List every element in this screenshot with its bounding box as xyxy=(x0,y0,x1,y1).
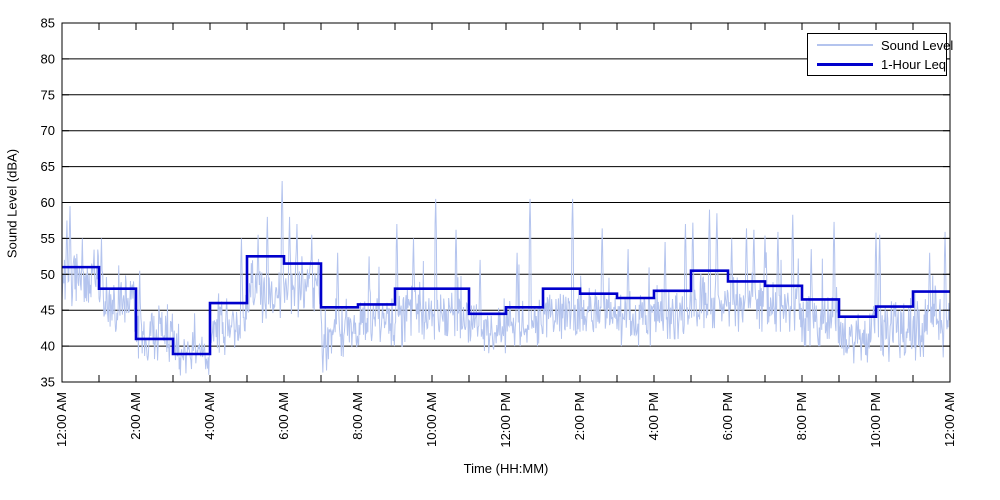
leq-line-swatch xyxy=(817,62,873,66)
x-tick-label: 12:00 AM xyxy=(942,392,957,447)
x-tick-label: 4:00 AM xyxy=(202,392,217,440)
x-tick-label: 8:00 AM xyxy=(350,392,365,440)
x-tick-label: 12:00 AM xyxy=(54,392,69,447)
x-tick-label: 10:00 AM xyxy=(424,392,439,447)
y-tick-label: 85 xyxy=(41,16,55,31)
x-tick-label: 8:00 PM xyxy=(794,392,809,440)
legend-label-sound-level: Sound Level xyxy=(881,37,954,53)
legend-entry-leq: 1-Hour Leq xyxy=(808,57,946,72)
y-tick-label: 45 xyxy=(41,303,55,318)
y-axis-label: Sound Level (dBA) xyxy=(4,148,20,259)
x-axis-label: Time (HH:MM) xyxy=(463,461,549,476)
y-tick-label: 70 xyxy=(41,123,55,138)
x-tick-label: 6:00 AM xyxy=(276,392,291,440)
y-tick-label: 40 xyxy=(41,339,55,354)
y-tick-label: 75 xyxy=(41,87,55,102)
x-tick-label: 2:00 AM xyxy=(128,392,143,440)
x-tick-label: 4:00 PM xyxy=(646,392,661,440)
y-tick-label: 80 xyxy=(41,51,55,66)
y-tick-label: 60 xyxy=(41,195,55,210)
leq-step-line xyxy=(62,255,950,356)
y-tick-label: 65 xyxy=(41,159,55,174)
legend-box: Sound Level 1-Hour Leq xyxy=(807,33,953,76)
x-tick-label: 2:00 PM xyxy=(572,392,587,440)
y-tick-label: 35 xyxy=(41,375,55,390)
x-tick-label: 12:00 PM xyxy=(498,392,513,448)
y-tick-label: 55 xyxy=(41,231,55,246)
y-tick-label: 50 xyxy=(41,267,55,282)
legend-entry-sound-level: Sound Level xyxy=(808,38,953,53)
sound-level-line-swatch xyxy=(817,44,873,46)
x-tick-label: 6:00 PM xyxy=(720,392,735,440)
legend-label-leq: 1-Hour Leq xyxy=(881,56,947,72)
x-tick-label: 10:00 PM xyxy=(868,392,883,448)
